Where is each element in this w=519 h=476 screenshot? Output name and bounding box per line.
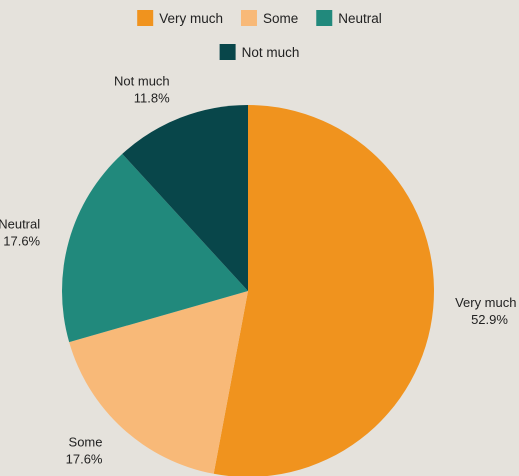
legend-swatch-some — [241, 10, 257, 26]
slice-value-very-much: 52.9% — [471, 312, 508, 327]
slice-value-not-much: 11.8% — [134, 91, 170, 106]
legend-label-not-much: Not much — [242, 45, 300, 60]
pie-slices — [62, 105, 434, 476]
slice-label-some: Some — [69, 435, 103, 450]
slice-label-not-much: Not much — [114, 74, 170, 89]
slice-label-very-much: Very much — [455, 295, 516, 310]
legend-label-neutral: Neutral — [338, 11, 382, 26]
legend-label-very-much: Very much — [159, 11, 223, 26]
legend-swatch-very-much — [137, 10, 153, 26]
slice-label-neutral: Neutral — [0, 216, 40, 231]
legend-label-some: Some — [263, 11, 298, 26]
legend: Very much Some Neutral Not much — [137, 10, 382, 60]
slice-value-some: 17.6% — [66, 452, 103, 467]
legend-swatch-not-much — [220, 44, 236, 60]
legend-swatch-neutral — [316, 10, 332, 26]
slice-value-neutral: 17.6% — [3, 233, 40, 248]
